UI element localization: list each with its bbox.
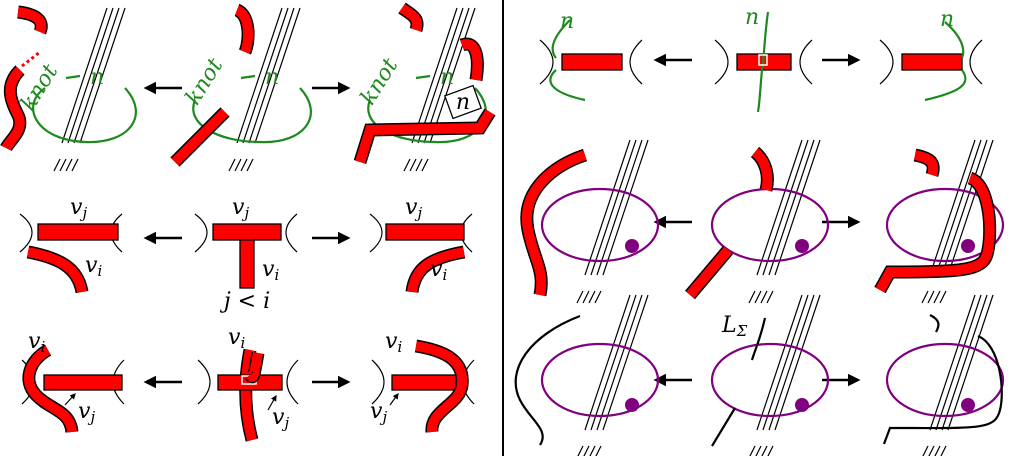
band-panel-b xyxy=(685,139,830,304)
band xyxy=(23,345,77,433)
band xyxy=(686,246,732,299)
band xyxy=(246,352,263,382)
crossing-panel-c: vi vj xyxy=(370,329,475,433)
label: vj xyxy=(370,399,387,426)
band xyxy=(234,5,254,54)
label: knot xyxy=(181,54,229,109)
band xyxy=(415,341,468,433)
green-panel-c: n xyxy=(879,7,983,102)
label: vi xyxy=(28,329,45,356)
band-panel-c xyxy=(874,139,1005,304)
label: n xyxy=(440,65,454,90)
vertex-panel-c: vj vi xyxy=(369,195,473,294)
band xyxy=(1,66,25,151)
band xyxy=(460,39,483,81)
label: n xyxy=(745,5,759,30)
band-panel-a xyxy=(520,139,660,304)
label: knot xyxy=(356,54,404,109)
label: vj xyxy=(70,195,87,222)
band xyxy=(240,349,257,442)
label: n xyxy=(456,90,470,115)
crossing-panel-b: vi vj xyxy=(197,325,299,442)
label: vi xyxy=(262,257,279,284)
band xyxy=(521,150,587,296)
band xyxy=(17,7,47,34)
band xyxy=(913,150,939,177)
band xyxy=(875,173,995,293)
band-outline xyxy=(353,108,496,164)
band xyxy=(27,247,87,294)
vertex-panel-b: vj vi j < i xyxy=(194,195,298,314)
crossing-panel-a: vi vj xyxy=(21,329,125,434)
band xyxy=(399,3,422,32)
label: n xyxy=(265,65,279,90)
band xyxy=(171,108,229,166)
link-panel-c xyxy=(882,294,1005,456)
label: n xyxy=(940,7,954,32)
green-panel-a: n xyxy=(539,9,643,102)
band xyxy=(407,247,465,293)
label: n xyxy=(90,65,104,90)
label: LΣ xyxy=(721,313,748,340)
label: vj xyxy=(78,399,95,426)
band xyxy=(355,109,495,164)
condition: j < i xyxy=(219,289,270,314)
label: vj xyxy=(272,405,289,432)
vertex-panel-a: vj vi xyxy=(19,195,123,294)
label: vj xyxy=(232,195,249,222)
knot-panel-b: knot n xyxy=(170,3,312,172)
link-panel-a xyxy=(514,294,660,456)
knot-panel-a: knot n xyxy=(0,5,137,172)
box xyxy=(443,84,483,120)
label: knot xyxy=(16,60,64,115)
link-panel-b: LΣ xyxy=(710,294,830,456)
knot-panel-c: knot n n xyxy=(353,2,496,172)
label: n xyxy=(560,9,574,34)
label: vi xyxy=(430,257,447,284)
label: vi xyxy=(228,325,245,352)
label: vi xyxy=(385,329,402,356)
green-panel-b: n xyxy=(714,5,813,113)
label: vi xyxy=(85,253,102,280)
band xyxy=(751,148,773,192)
label: vj xyxy=(405,195,422,222)
